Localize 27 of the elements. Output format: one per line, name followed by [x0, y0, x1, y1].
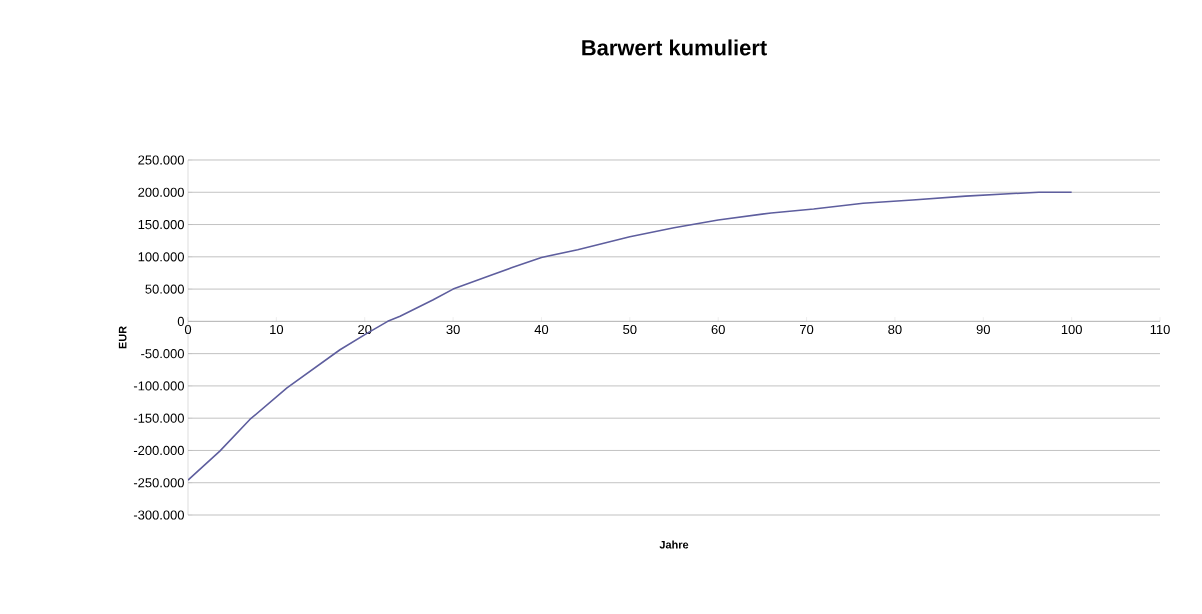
x-tick-label: 50	[623, 324, 637, 335]
y-tick-label: -50.000	[141, 349, 184, 359]
x-tick-label: 20	[358, 324, 372, 335]
y-tick-label: 100.000	[138, 252, 184, 262]
x-tick-label: 90	[976, 324, 990, 335]
x-tick-label: 80	[888, 324, 902, 335]
y-tick-label: -200.000	[133, 445, 184, 456]
y-tick-label: -250.000	[133, 478, 184, 488]
y-tick-label: 50.000	[145, 284, 184, 294]
x-axis-title: Jahre	[659, 540, 689, 549]
x-tick-label: 70	[800, 324, 814, 335]
y-tick-label: -300.000	[133, 510, 184, 520]
y-axis-title: EUR	[118, 326, 127, 349]
y-tick-label: -150.000	[133, 413, 184, 423]
x-tick-label: 10	[270, 324, 284, 335]
x-tick-label: 60	[711, 324, 725, 335]
x-tick-label: 30	[446, 324, 460, 335]
y-tick-label: -100.000	[133, 381, 184, 391]
y-tick-label: 250.000	[138, 155, 184, 165]
chart-title: Barwert kumuliert	[582, 39, 767, 56]
y-tick-label: 0	[177, 316, 184, 326]
y-tick-label: 200.000	[138, 187, 184, 197]
x-tick-label: 100	[1061, 324, 1082, 335]
x-tick-label: 110	[1150, 324, 1170, 335]
y-tick-label: 150.000	[138, 219, 184, 230]
x-tick-label: 0	[184, 324, 192, 335]
x-tick-label: 40	[534, 324, 549, 335]
